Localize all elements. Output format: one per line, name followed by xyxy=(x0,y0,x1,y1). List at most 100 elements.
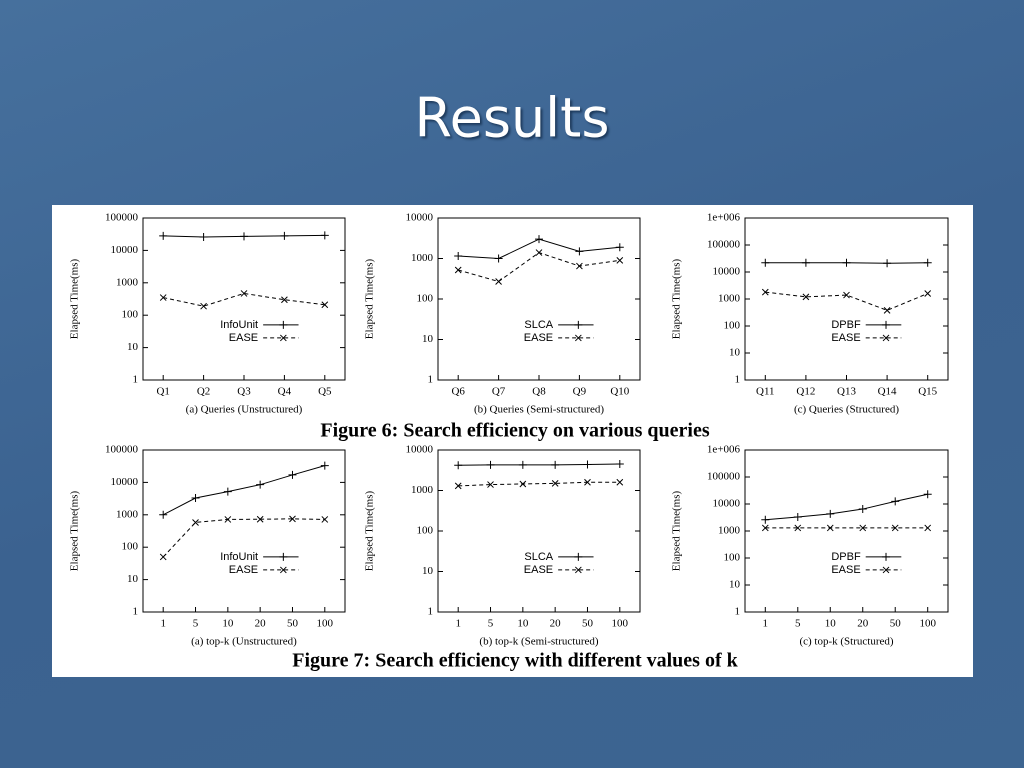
data-point xyxy=(794,524,802,532)
legend-label: InfoUnit xyxy=(220,551,258,563)
y-axis-label: Elapsed Time(ms) xyxy=(364,490,376,571)
data-point xyxy=(616,256,624,264)
data-point xyxy=(454,266,462,274)
y-tick-label: 100 xyxy=(724,552,741,564)
x-axis-label: (a) top-k (Unstructured) xyxy=(191,636,297,648)
x-axis-label: (c) Queries (Structured) xyxy=(794,404,899,416)
legend-label: EASE xyxy=(524,564,553,576)
x-tick-label: 20 xyxy=(550,618,562,630)
x-tick-label: 5 xyxy=(193,618,199,630)
y-tick-label: 1 xyxy=(735,606,741,618)
x-tick-label: 10 xyxy=(517,618,529,630)
x-axis-label: (a) Queries (Unstructured) xyxy=(186,404,303,416)
y-tick-label: 10 xyxy=(422,333,434,345)
data-point xyxy=(200,302,207,310)
data-point xyxy=(535,249,543,256)
x-tick-label: Q5 xyxy=(318,386,332,398)
legend-marker xyxy=(279,566,287,574)
x-axis-label: (b) top-k (Semi-structured) xyxy=(479,636,598,648)
data-point xyxy=(826,524,834,532)
data-point xyxy=(192,519,199,526)
data-point xyxy=(256,515,264,523)
y-tick-label: 1000 xyxy=(116,508,139,520)
data-point xyxy=(535,235,543,244)
data-point xyxy=(826,509,835,518)
data-point xyxy=(191,494,200,502)
x-tick-label: Q7 xyxy=(492,386,506,398)
figure-caption: Figure 6: Search efficiency on various q… xyxy=(320,420,709,442)
x-axis-label: (b) Queries (Semi-structured) xyxy=(474,404,604,416)
data-point xyxy=(761,258,770,267)
legend-label: DPBF xyxy=(831,551,861,563)
legend-marker xyxy=(574,552,583,561)
data-point xyxy=(761,288,769,296)
data-point xyxy=(240,232,248,241)
y-tick-label: 10000 xyxy=(111,244,139,256)
data-point xyxy=(320,461,329,470)
data-point xyxy=(454,252,463,261)
y-tick-label: 100000 xyxy=(707,471,741,483)
x-tick-label: 50 xyxy=(890,618,902,630)
y-tick-label: 1000 xyxy=(411,252,434,264)
data-point xyxy=(494,254,503,263)
legend-marker xyxy=(882,320,891,329)
series-line xyxy=(458,481,620,487)
data-point xyxy=(583,460,592,469)
x-tick-label: 50 xyxy=(287,618,299,630)
y-tick-label: 10 xyxy=(422,565,434,577)
data-point xyxy=(321,516,329,523)
y-tick-label: 1000 xyxy=(718,525,741,537)
x-tick-label: 20 xyxy=(857,618,869,630)
y-tick-label: 100 xyxy=(122,309,139,321)
y-tick-label: 10000 xyxy=(406,444,434,456)
data-point xyxy=(761,515,770,524)
y-axis-label: Elapsed Time(ms) xyxy=(671,490,683,571)
plot-frame xyxy=(142,449,346,613)
legend-marker xyxy=(279,334,287,342)
data-point xyxy=(199,232,208,241)
x-tick-label: 100 xyxy=(919,618,936,630)
legend-marker xyxy=(574,334,582,342)
data-point xyxy=(240,290,248,297)
data-point xyxy=(551,480,559,487)
y-tick-label: 10 xyxy=(127,573,139,585)
data-point xyxy=(518,460,527,469)
data-point xyxy=(280,231,289,240)
data-point xyxy=(793,513,802,521)
x-tick-label: Q4 xyxy=(278,386,292,398)
y-tick-label: 1 xyxy=(428,374,434,386)
x-tick-label: Q11 xyxy=(756,386,775,398)
legend-marker xyxy=(574,566,582,574)
legend-label: EASE xyxy=(524,332,553,344)
legend-label: EASE xyxy=(831,564,860,576)
x-tick-label: 10 xyxy=(222,618,234,630)
data-point xyxy=(924,290,932,297)
data-point xyxy=(891,524,899,532)
y-tick-label: 10 xyxy=(127,341,139,353)
legend-marker xyxy=(882,566,890,574)
data-point xyxy=(487,481,494,488)
x-tick-label: 100 xyxy=(612,618,629,630)
legend-marker xyxy=(882,334,890,342)
legend-marker xyxy=(279,320,288,329)
x-tick-label: Q10 xyxy=(610,386,629,398)
y-axis-label: Elapsed Time(ms) xyxy=(69,258,81,339)
y-axis-label: Elapsed Time(ms) xyxy=(69,490,81,571)
data-point xyxy=(924,524,932,532)
legend-label: SLCA xyxy=(524,319,553,331)
data-point xyxy=(883,259,892,268)
x-axis-label: (c) top-k (Structured) xyxy=(799,636,893,648)
y-axis-label: Elapsed Time(ms) xyxy=(364,258,376,339)
legend-label: EASE xyxy=(831,332,860,344)
data-point xyxy=(616,478,624,486)
data-point xyxy=(320,231,329,240)
series-line xyxy=(162,518,325,558)
data-point xyxy=(454,482,462,490)
data-point xyxy=(615,460,624,469)
y-tick-label: 10000 xyxy=(713,266,741,278)
legend-marker xyxy=(279,552,288,561)
y-tick-label: 100000 xyxy=(105,212,139,224)
x-tick-label: Q1 xyxy=(156,386,169,398)
x-tick-label: Q3 xyxy=(237,386,251,398)
